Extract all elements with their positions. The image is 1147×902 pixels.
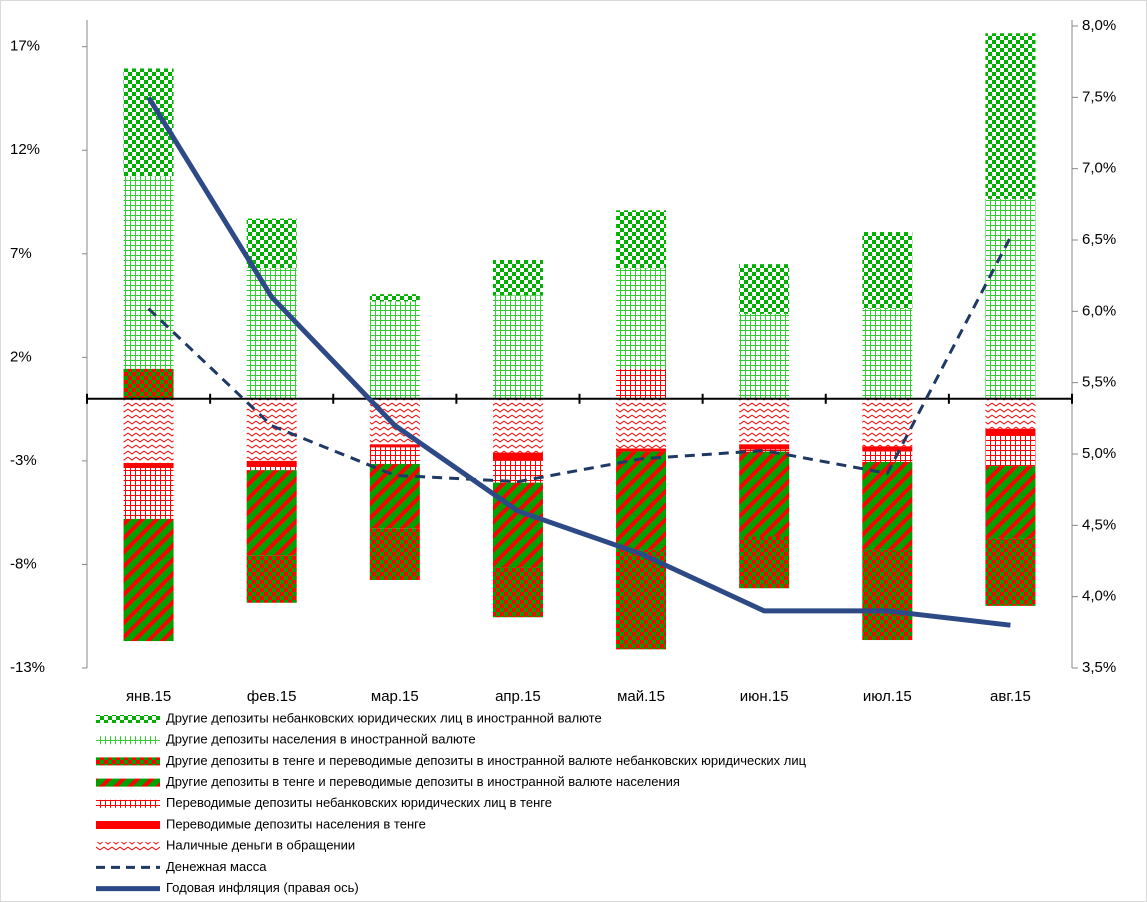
bar-segment: [492, 482, 543, 568]
legend-swatch: [96, 736, 160, 745]
legend-label: Другие депозиты в тенге и переводимые де…: [166, 774, 680, 789]
bar-segment: [862, 549, 913, 641]
bar-segment: [123, 176, 174, 369]
legend-swatch: [96, 715, 160, 723]
y2-tick-label: 4,0%: [1082, 588, 1116, 605]
legend-label: Другие депозиты населения в иностранной …: [166, 732, 476, 747]
y2-tick-label: 8,0%: [1082, 17, 1116, 34]
y-tick-label: 7%: [10, 245, 32, 262]
bar-segment: [492, 452, 543, 461]
y2-tick-label: 7,5%: [1082, 88, 1116, 105]
bar-segment: [369, 528, 420, 580]
bar-segment: [492, 260, 543, 296]
bar-segment: [246, 268, 297, 399]
bar-segment: [862, 308, 913, 399]
bar-segment: [985, 33, 1036, 199]
bar-segment: [862, 461, 913, 550]
bar-segment: [739, 264, 790, 314]
legend-label: Другие депозиты небанковских юридических…: [166, 710, 602, 725]
legend-swatch: [96, 821, 160, 829]
y2-tick-label: 6,0%: [1082, 302, 1116, 319]
bar-segment: [739, 536, 790, 589]
x-tick-label: июн.15: [740, 688, 789, 705]
bar-segment: [739, 444, 790, 450]
bar-segment: [246, 555, 297, 603]
x-tick-label: мар.15: [371, 688, 419, 705]
bar-segment: [616, 268, 667, 369]
y2-tick-label: 5,0%: [1082, 445, 1116, 462]
bar-segment: [616, 398, 667, 449]
legend-label: Переводимые депозиты населения в тенге: [166, 816, 426, 831]
bar-segment: [369, 444, 420, 448]
y2-tick-label: 5,5%: [1082, 374, 1116, 391]
y2-tick-label: 7,0%: [1082, 160, 1116, 177]
bar-segment: [492, 295, 543, 399]
bar-segment: [492, 460, 543, 483]
bar-segment: [739, 449, 790, 452]
bar-segment: [123, 398, 174, 463]
bar-segment: [369, 301, 420, 399]
bar-segment: [739, 451, 790, 537]
legend-swatch: [96, 778, 160, 787]
y-tick-label: 2%: [10, 348, 32, 365]
bar-segment: [985, 466, 1036, 539]
bar-segment: [246, 467, 297, 471]
bar-segment: [616, 368, 667, 399]
y-tick-label: -8%: [10, 555, 37, 572]
bar-segment: [369, 294, 420, 302]
y2-tick-label: 6,5%: [1082, 231, 1116, 248]
bar-segment: [123, 462, 174, 469]
legend-label: Денежная масса: [166, 859, 267, 874]
bar-segment: [246, 398, 297, 461]
bar-segment: [369, 464, 420, 529]
bar-segment: [616, 448, 667, 452]
legend-swatch: [96, 799, 160, 808]
bar-segment: [862, 446, 913, 452]
bar-segment: [616, 549, 667, 650]
line-series: [147, 236, 1012, 484]
bar-segment: [616, 210, 667, 269]
bar-segment: [862, 232, 913, 309]
legend-label: Переводимые депозиты небанковских юридич…: [166, 795, 552, 810]
legend-label: Годовая инфляция (правая ось): [166, 880, 359, 895]
bar-segment: [492, 567, 543, 618]
bar-segment: [246, 460, 297, 468]
bar-segment: [739, 313, 790, 399]
bar-segment: [123, 518, 174, 642]
x-tick-label: фев.15: [247, 688, 297, 705]
bar-segment: [985, 198, 1036, 399]
bar-segment: [616, 451, 667, 550]
x-tick-label: май.15: [617, 688, 665, 705]
y-tick-label: -13%: [10, 659, 45, 676]
y-tick-label: 12%: [10, 141, 40, 158]
x-tick-label: июл.15: [863, 688, 912, 705]
bar-segment: [123, 368, 174, 399]
x-tick-label: апр.15: [495, 688, 541, 705]
bar-segment: [862, 451, 913, 462]
legend-swatch: [96, 757, 160, 766]
x-tick-label: авг.15: [990, 688, 1031, 705]
bar-segment: [369, 447, 420, 465]
bar-segment: [492, 398, 543, 453]
bar-segment: [985, 435, 1036, 467]
y2-tick-label: 3,5%: [1082, 659, 1116, 676]
line-series: [146, 96, 1011, 628]
x-tick-label: янв.15: [126, 688, 171, 705]
bar-segment: [985, 538, 1036, 606]
legend-swatch: [96, 842, 160, 851]
bar-segment: [246, 218, 297, 269]
bar-segment: [123, 468, 174, 519]
y-tick-label: -3%: [10, 452, 37, 469]
bar-segment: [739, 398, 790, 445]
bar-segment: [246, 470, 297, 556]
bar-segment: [985, 398, 1036, 429]
bar-segment: [985, 428, 1036, 436]
y2-tick-label: 4,5%: [1082, 516, 1116, 533]
y-tick-label: 17%: [10, 38, 40, 55]
legend-label: Наличные деньги в обращении: [166, 838, 355, 853]
legend-label: Другие депозиты в тенге и переводимые де…: [166, 753, 807, 768]
